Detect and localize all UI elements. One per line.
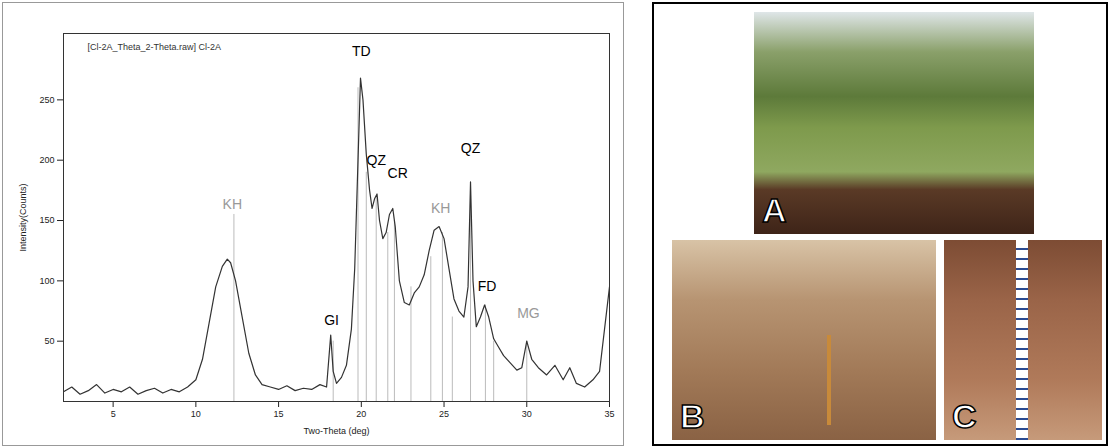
svg-text:TD: TD bbox=[352, 43, 371, 59]
svg-text:100: 100 bbox=[39, 276, 54, 286]
svg-text:15: 15 bbox=[274, 409, 284, 419]
svg-text:CR: CR bbox=[388, 165, 408, 181]
svg-text:10: 10 bbox=[191, 409, 201, 419]
svg-text:QZ: QZ bbox=[366, 152, 386, 168]
svg-text:QZ: QZ bbox=[461, 140, 481, 156]
svg-text:200: 200 bbox=[39, 155, 54, 165]
svg-text:30: 30 bbox=[522, 409, 532, 419]
svg-text:KH: KH bbox=[223, 196, 242, 212]
html-text:C: C bbox=[952, 397, 977, 435]
svg-text:250: 250 bbox=[39, 95, 54, 105]
svg-text:FD: FD bbox=[478, 278, 497, 294]
html-text:B: B bbox=[680, 397, 705, 435]
svg-text:5: 5 bbox=[111, 409, 116, 419]
svg-text:Two-Theta (deg): Two-Theta (deg) bbox=[303, 426, 369, 436]
svg-text:50: 50 bbox=[44, 336, 54, 346]
svg-text:25: 25 bbox=[439, 409, 449, 419]
svg-text:GI: GI bbox=[324, 312, 339, 328]
svg-text:35: 35 bbox=[604, 409, 614, 419]
svg-text:MG: MG bbox=[517, 305, 540, 321]
svg-text:150: 150 bbox=[39, 215, 54, 225]
html-text:A: A bbox=[762, 191, 787, 229]
svg-text:KH: KH bbox=[431, 200, 450, 216]
svg-text:[Cl-2A_Theta_2-Theta.raw] Cl-2: [Cl-2A_Theta_2-Theta.raw] Cl-2A bbox=[88, 42, 222, 52]
svg-text:Intensity(Counts): Intensity(Counts) bbox=[18, 183, 28, 251]
svg-text:20: 20 bbox=[356, 409, 366, 419]
